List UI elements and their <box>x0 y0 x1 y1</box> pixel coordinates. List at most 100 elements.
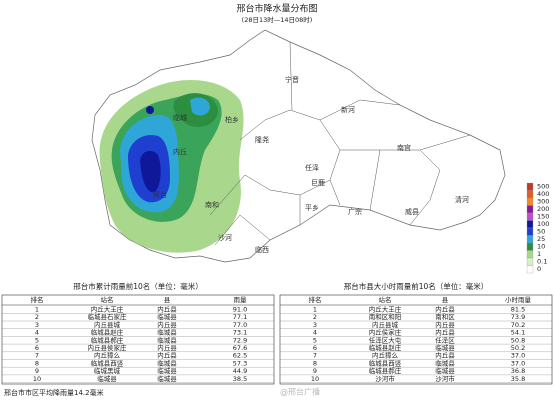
table-cell: 临城县郝庄 <box>91 335 124 344</box>
table-cell: 2 <box>35 313 39 321</box>
county-label: 任泽 <box>305 163 319 172</box>
table-cell: 沙河市 <box>435 374 455 383</box>
legend-swatch <box>526 235 534 244</box>
table-cell: 临城县 <box>157 312 177 321</box>
table-cell: 3 <box>313 321 317 329</box>
legend-label: 400 <box>537 190 549 198</box>
table-cell: 38.5 <box>233 375 247 383</box>
legend-swatch <box>526 197 534 206</box>
legend-label: 25 <box>537 235 545 243</box>
legend-swatch <box>526 220 534 229</box>
table-cell: 临城县石家庄 <box>88 312 128 321</box>
table-cell: 62.5 <box>233 352 247 360</box>
table-cell: 临城县赵庄 <box>91 328 124 337</box>
table-header: 县 <box>442 296 449 304</box>
table-header: 小时雨量 <box>505 295 532 304</box>
table-cell: 4 <box>35 329 39 337</box>
table-header: 县 <box>164 296 171 304</box>
legend-label: 150 <box>537 213 549 221</box>
table-cell: 44.9 <box>233 367 247 375</box>
table-title: 邢台市县大小时雨量前10名（单位：毫米） <box>344 281 489 291</box>
table-cell: 内丘獐么 <box>94 351 121 360</box>
table-title: 邢台市累计雨量前10名（单位：毫米） <box>73 281 203 291</box>
county-label: 宁晋 <box>285 75 299 84</box>
title: 邢台市降水量分布图 <box>236 3 317 15</box>
table-cell: 临城县 <box>435 366 455 375</box>
footer: 邢台市市区平均降雨量14.2毫米 <box>4 388 104 397</box>
table-frame <box>279 294 553 385</box>
table-header: 站名 <box>379 295 392 304</box>
table-cell: 内丘县 <box>435 328 455 337</box>
table-cell: 70.2 <box>511 321 525 329</box>
table-cell: 内丘县 <box>157 343 177 352</box>
table-cell: 1 <box>35 306 39 314</box>
table-cell: 内丘县 <box>435 351 455 360</box>
table-cell: 内丘县 <box>157 305 177 314</box>
table-cell: 临城县 <box>157 366 177 375</box>
table-cell: 5 <box>35 336 39 344</box>
table-cell: 临城县 <box>157 358 177 367</box>
county-label: 柏乡 <box>225 115 239 124</box>
legend-swatch <box>526 257 534 266</box>
table-cell: 临城县西竖 <box>369 358 402 367</box>
table-cell: 10 <box>33 375 41 383</box>
county-label: 邢台 <box>153 190 167 199</box>
table-cell: 临城县郝庄 <box>369 366 402 375</box>
table-cell: 57.3 <box>233 359 247 367</box>
table-cell: 81.5 <box>511 306 525 314</box>
table-cell: 6 <box>35 344 39 352</box>
county-label: 临城 <box>173 113 187 122</box>
table-cell: 72.9 <box>233 336 247 344</box>
table-cell: 7 <box>313 352 317 360</box>
map <box>91 29 506 263</box>
table-cell: 内丘县城 <box>372 320 399 329</box>
table-cell: 临城县 <box>157 328 177 337</box>
table-cell: 50.8 <box>511 336 525 344</box>
legend-swatch <box>526 190 534 199</box>
county-label: 临西 <box>255 245 269 254</box>
legend-label: 10 <box>537 243 545 251</box>
table-cell: 2 <box>313 313 317 321</box>
county-label: 隆尧 <box>255 135 269 144</box>
table-cell: 临城县 <box>157 335 177 344</box>
table-cell: 67.6 <box>233 344 247 352</box>
table-cell: 任泽区 <box>435 335 455 344</box>
table-cell: 10 <box>311 375 319 383</box>
rain-5 <box>146 106 154 114</box>
table-cell: 内丘大王庄 <box>369 305 402 314</box>
legend-label: 200 <box>537 205 549 213</box>
table-cell: 临城县 <box>157 374 177 383</box>
table-cell: 8 <box>313 359 317 367</box>
table-cell: 内丘县城 <box>94 320 121 329</box>
table-cell: 内丘獐么 <box>372 351 399 360</box>
county-label: 威县 <box>405 207 419 216</box>
table-cell: 内丘大王庄 <box>91 305 124 314</box>
table-cell: 临城县 <box>435 343 455 352</box>
table-cell: 6 <box>313 344 317 352</box>
table-cell: 临城县 <box>435 358 455 367</box>
table-cell: 南和区 <box>435 312 455 321</box>
legend-label: 1 <box>537 250 541 258</box>
legend-swatch <box>526 265 534 274</box>
legend-label: 100 <box>537 220 549 228</box>
table-cell: 7 <box>35 352 39 360</box>
table-cell: 内丘县 <box>157 351 177 360</box>
table-cell: 91.0 <box>233 306 247 314</box>
legend-label: 0.1 <box>537 258 547 266</box>
rain-4 <box>140 150 161 193</box>
table-cell: 南和区和阳 <box>369 312 402 321</box>
county-label: 巨鹿 <box>311 178 325 187</box>
table-header: 站名 <box>101 295 114 304</box>
legend-label: 300 <box>537 198 549 206</box>
subtitle: (28日13时—14日08时) <box>242 15 313 24</box>
table-cell: 5 <box>313 336 317 344</box>
table-cell: 36.8 <box>511 367 525 375</box>
table-cell: 35.8 <box>511 375 525 383</box>
table-header: 排名 <box>309 295 322 304</box>
legend-label: 0 <box>537 265 541 273</box>
table-cell: 73.9 <box>511 313 525 321</box>
table-cell: 37.0 <box>511 359 525 367</box>
table-cell: 50.2 <box>511 344 525 352</box>
table-cell: 临城县 <box>97 374 117 383</box>
